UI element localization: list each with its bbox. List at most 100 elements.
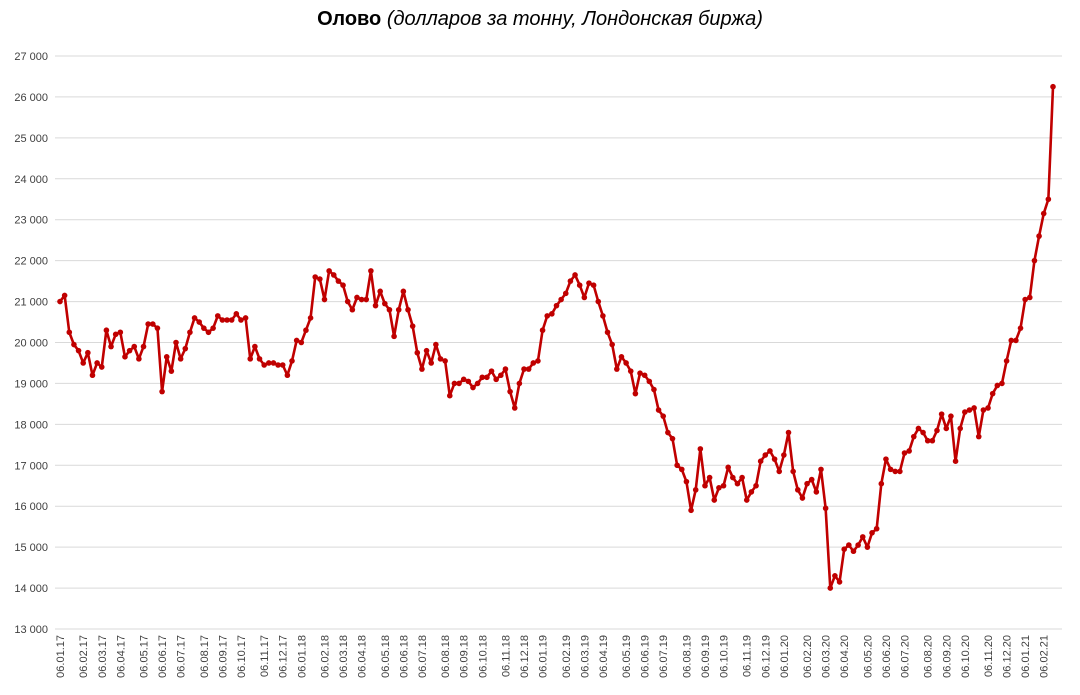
point-marker [725,464,731,471]
point-marker [734,480,741,487]
x-tick-label: 06.02.20 [802,635,814,678]
point-marker [344,298,351,305]
point-marker [414,349,421,356]
point-marker [168,368,175,374]
point-marker [948,413,954,419]
point-marker [892,468,899,475]
point-marker [776,468,783,475]
point-marker [433,341,439,348]
point-marker [757,458,764,464]
point-marker [808,476,815,483]
point-marker [289,358,295,364]
y-tick-label: 22 000 [14,256,48,268]
point-marker [1040,210,1047,217]
y-tick-label: 27 000 [14,51,48,63]
point-marker [720,482,727,489]
point-marker [767,448,773,454]
grid: 13 000 14 000 15 000 16 000 17 000 18 000 19 0… [14,51,1062,678]
point-marker [627,368,634,374]
point-marker [985,405,991,411]
x-tick-label: 06.11.17 [259,635,271,677]
point-marker [581,294,588,301]
point-marker [98,364,105,370]
point-marker [739,474,745,481]
x-tick-label: 06.09.19 [700,635,712,678]
x-tick-label: 06.12.20 [1002,635,1014,678]
point-marker [131,343,138,350]
y-tick-label: 17 000 [14,460,48,472]
point-marker [1026,294,1033,301]
point-marker [730,474,736,481]
point-marker [488,368,495,374]
point-marker [228,317,235,323]
point-marker [910,433,917,440]
point-marker [1045,196,1052,203]
point-marker [368,268,374,274]
x-tick-label: 06.06.17 [157,635,169,678]
point-marker [474,380,481,387]
point-marker [419,366,425,372]
point-marker [794,487,801,493]
x-tick-label: 06.06.20 [881,635,893,678]
point-marker [437,356,444,362]
point-marker [929,437,936,444]
point-marker [753,482,759,489]
point-marker [822,505,829,512]
point-marker [855,542,861,548]
point-marker [539,327,546,334]
point-marker [247,356,254,362]
point-marker [191,315,198,321]
point-marker [637,370,643,376]
point-marker [112,331,119,338]
point-marker [943,425,950,432]
y-tick-label: 19 000 [14,378,48,390]
point-marker [57,298,63,305]
point-marker [864,544,871,550]
point-marker [669,435,676,442]
point-marker [409,323,416,329]
point-marker [1022,296,1028,303]
point-marker [108,343,114,350]
point-marker [71,341,77,348]
x-tick-label: 06.10.19 [719,635,731,678]
point-marker [465,378,472,385]
x-tick-label: 06.04.17 [115,635,127,678]
point-marker [799,495,806,501]
point-marker [655,407,662,413]
point-marker [103,327,110,334]
point-marker [711,497,718,503]
point-marker [535,358,541,364]
point-marker [869,530,875,536]
point-marker [975,433,982,440]
point-marker [934,427,940,434]
point-marker [377,288,383,295]
x-tick-label: 06.02.17 [78,635,90,678]
x-tick-label: 06.01.19 [538,635,550,678]
point-marker [136,356,142,362]
point-marker [293,337,300,344]
point-marker [442,358,448,364]
x-tick-label: 06.05.18 [380,635,392,678]
point-marker [604,329,611,336]
point-marker [493,376,499,383]
x-tick-label: 06.10.20 [960,635,972,678]
x-tick-label: 06.01.21 [1020,635,1032,678]
y-tick-label: 14 000 [14,583,48,595]
x-tick-label: 06.07.17 [176,635,188,678]
point-marker [80,360,87,366]
point-marker [456,380,462,387]
point-marker [785,429,792,436]
point-marker [405,306,411,313]
point-marker [609,341,615,348]
point-marker [66,329,73,336]
point-marker [140,343,147,350]
point-marker [317,276,323,282]
point-marker [771,456,778,462]
point-marker [590,282,597,289]
point-marker [878,480,885,487]
point-marker [428,360,435,366]
x-tick-label: 06.11.19 [742,635,754,677]
point-marker [261,362,267,368]
point-marker [586,280,592,286]
